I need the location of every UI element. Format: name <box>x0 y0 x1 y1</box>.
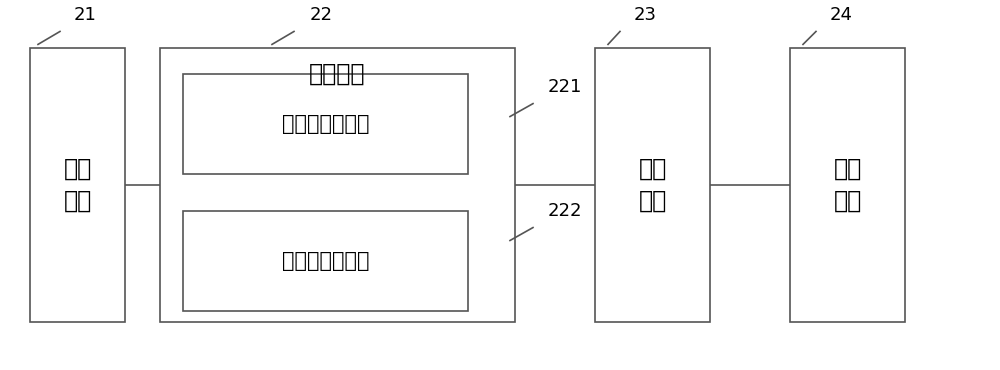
Text: 23: 23 <box>634 6 657 24</box>
Text: 第一获取子单元: 第一获取子单元 <box>282 114 370 134</box>
Bar <box>790 48 905 322</box>
Bar <box>183 211 468 311</box>
Bar <box>30 48 125 322</box>
Text: 检测
单元: 检测 单元 <box>63 157 92 213</box>
Text: 估算
单元: 估算 单元 <box>639 157 667 213</box>
Bar <box>160 48 515 322</box>
Text: 21: 21 <box>74 6 97 24</box>
Bar <box>595 48 710 322</box>
Text: 补偿
单元: 补偿 单元 <box>834 157 862 213</box>
Text: 22: 22 <box>310 6 333 24</box>
Text: 222: 222 <box>548 202 582 220</box>
Text: 24: 24 <box>830 6 853 24</box>
Bar <box>183 74 468 174</box>
Text: 221: 221 <box>548 78 582 96</box>
Text: 第二获取子单元: 第二获取子单元 <box>282 251 370 271</box>
Text: 获取单元: 获取单元 <box>309 62 365 86</box>
